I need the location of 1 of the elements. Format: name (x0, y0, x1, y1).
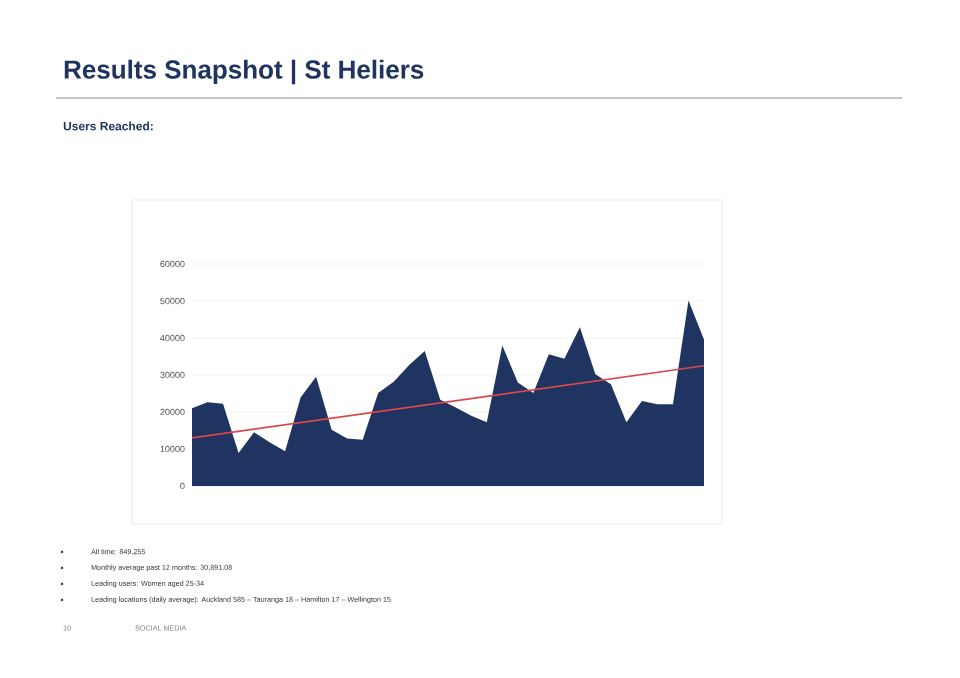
chart-title: Results Snapshot | St Heliers (64, 59, 424, 85)
